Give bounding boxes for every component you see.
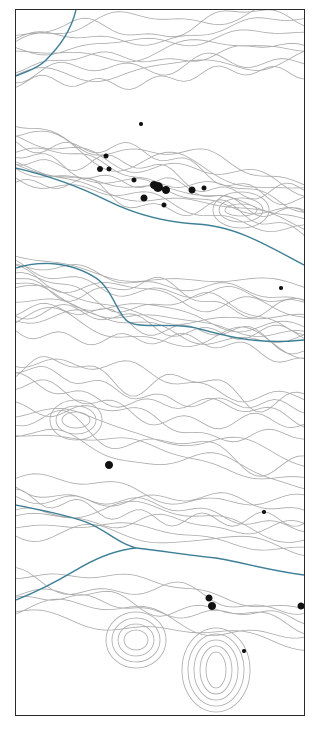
building-3 [106, 166, 112, 172]
contour-line-10 [16, 141, 304, 205]
contour-line-0 [16, 10, 255, 36]
contour-line-49 [16, 500, 304, 543]
contour-loop-62 [187, 633, 245, 707]
contour-loop-60 [199, 645, 233, 695]
contour-line-22 [16, 263, 304, 301]
contour-loop-63 [181, 627, 251, 713]
contour-line-29 [16, 298, 304, 337]
contour-line-5 [16, 42, 304, 74]
contour-loop-59 [205, 651, 227, 689]
contour-line-18 [16, 164, 304, 230]
contour-loop-66 [111, 617, 161, 663]
building-4 [131, 177, 137, 183]
contour-lines [16, 10, 304, 713]
contour-line-8 [16, 65, 304, 90]
contour-loop-71 [224, 203, 258, 217]
contour-line-14 [16, 154, 304, 200]
map-canvas [16, 10, 304, 713]
contour-line-47 [16, 495, 304, 533]
contour-line-57 [16, 598, 304, 639]
building-5 [140, 194, 148, 202]
contour-loop-61 [193, 639, 239, 701]
contour-line-27 [16, 282, 304, 333]
contour-line-41 [16, 407, 304, 467]
contour-line-43 [16, 434, 304, 480]
contour-loop-68 [61, 411, 91, 429]
building-18 [242, 649, 246, 653]
contour-line-35 [16, 358, 304, 403]
contour-line-7 [16, 50, 304, 83]
river-4 [16, 547, 137, 601]
contour-line-1 [16, 10, 304, 42]
building-12 [279, 286, 283, 290]
contour-line-36 [16, 356, 304, 413]
buildings [97, 122, 304, 653]
contour-line-38 [16, 372, 304, 428]
contour-line-21 [16, 255, 304, 288]
rivers [16, 10, 304, 601]
contour-line-45 [16, 473, 304, 506]
contour-line-40 [16, 401, 304, 443]
contour-line-25 [16, 276, 304, 319]
contour-loop-65 [117, 623, 155, 657]
contour-line-50 [16, 507, 304, 535]
contour-loop-72 [218, 197, 264, 223]
contour-line-34 [16, 330, 304, 363]
building-8 [162, 186, 170, 194]
building-13 [105, 461, 113, 469]
building-2 [97, 166, 103, 172]
building-9 [161, 202, 167, 208]
contour-line-37 [16, 365, 304, 414]
contour-line-53 [16, 573, 304, 610]
contour-line-44 [16, 428, 304, 490]
topographic-map[interactable] [15, 9, 305, 716]
building-16 [208, 602, 216, 610]
contour-line-30 [16, 302, 304, 355]
building-7 [153, 182, 163, 192]
contour-line-12 [16, 135, 304, 197]
contour-line-19 [16, 177, 304, 233]
contour-line-51 [16, 522, 304, 551]
building-14 [262, 510, 266, 514]
river-1 [16, 167, 304, 266]
building-1 [103, 153, 109, 159]
building-11 [201, 185, 207, 191]
contour-line-48 [16, 488, 304, 527]
contour-loop-69 [55, 405, 97, 435]
building-0 [139, 122, 143, 126]
contour-line-4 [16, 39, 304, 63]
contour-line-31 [16, 303, 304, 340]
contour-line-39 [16, 379, 304, 430]
river-3 [16, 504, 304, 576]
contour-line-26 [16, 272, 304, 336]
contour-line-11 [16, 130, 304, 189]
building-10 [188, 186, 196, 194]
building-15 [205, 594, 213, 602]
river-0 [16, 10, 77, 77]
contour-line-28 [16, 284, 304, 325]
contour-line-54 [16, 567, 304, 615]
building-17 [297, 602, 304, 610]
contour-line-33 [16, 307, 304, 360]
contour-line-6 [16, 52, 304, 84]
contour-line-58 [16, 609, 304, 651]
contour-line-52 [16, 523, 304, 556]
contour-line-2 [16, 17, 304, 46]
contour-line-23 [16, 259, 304, 302]
river-2 [16, 262, 304, 343]
contour-loop-67 [105, 611, 167, 669]
contour-line-42 [16, 410, 304, 477]
contour-loop-73 [212, 191, 270, 229]
contour-loop-70 [49, 399, 103, 441]
contour-line-24 [16, 264, 304, 318]
contour-line-46 [16, 486, 304, 511]
contour-loop-64 [123, 629, 149, 651]
